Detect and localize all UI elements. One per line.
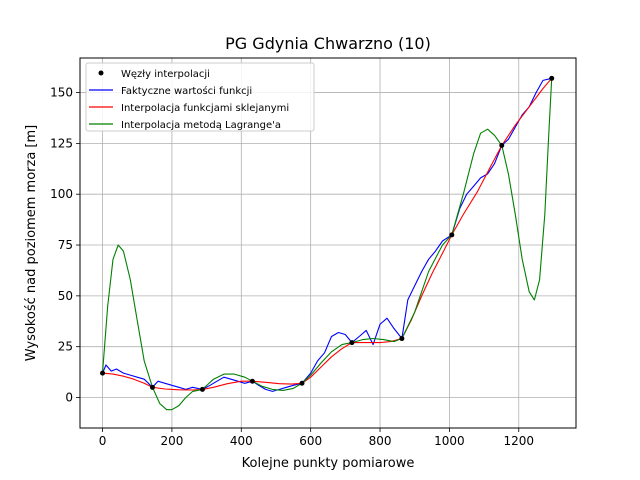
y-tick-label: 0	[65, 391, 73, 405]
y-tick-label: 75	[58, 238, 73, 252]
x-axis-label: Kolejne punkty pomiarowe	[242, 456, 415, 471]
plot-frame	[79, 57, 577, 429]
interpolation-node	[100, 370, 106, 376]
legend-box	[85, 62, 315, 132]
series-line-2	[102, 77, 553, 391]
grid	[80, 58, 576, 428]
x-tick-label: 600	[299, 434, 322, 448]
interpolation-node	[199, 386, 205, 392]
legend-label: Faktyczne wartości funkcji	[121, 85, 252, 97]
legend-label: Węzły interpolacji	[121, 69, 210, 80]
axis-ticks: 0 200 400 600 800 1000 1200 0 25 50 75 100 125 150	[50, 86, 534, 448]
interpolation-node	[449, 232, 455, 238]
interpolation-node	[349, 340, 355, 346]
series-line-1	[101, 77, 552, 392]
chart-title: PG Gdynia Chwarzno (10)	[225, 34, 431, 53]
y-tick-label: 125	[50, 136, 73, 150]
interpolation-node	[549, 75, 555, 81]
y-tick-label: 100	[50, 187, 73, 201]
x-tick-label: 0	[99, 434, 107, 448]
x-tick-label: 200	[160, 434, 183, 448]
interpolation-node	[499, 142, 505, 148]
interpolation-node	[249, 378, 255, 384]
x-tick-label: 400	[230, 434, 253, 448]
plot-area	[100, 75, 555, 411]
y-axis-label: Wysokość nad poziomem morza [m]	[24, 125, 39, 361]
legend-label: Interpolacja metodą Lagrange'a	[121, 120, 281, 131]
y-tick-label: 50	[58, 289, 73, 303]
x-tick-label: 800	[369, 434, 392, 448]
legend: Węzły interpolacji Faktyczne wartości fun…	[85, 62, 315, 132]
x-tick-label: 1000	[434, 434, 465, 448]
y-tick-label: 150	[50, 86, 73, 100]
interpolation-node	[399, 336, 405, 342]
x-tick-label: 1200	[503, 434, 534, 448]
interpolation-node	[149, 384, 155, 390]
legend-marker	[98, 70, 104, 76]
y-tick-label: 25	[58, 340, 73, 354]
legend-label: Interpolacja funkcjami sklejanymi	[121, 103, 289, 114]
interpolation-node	[299, 380, 305, 386]
